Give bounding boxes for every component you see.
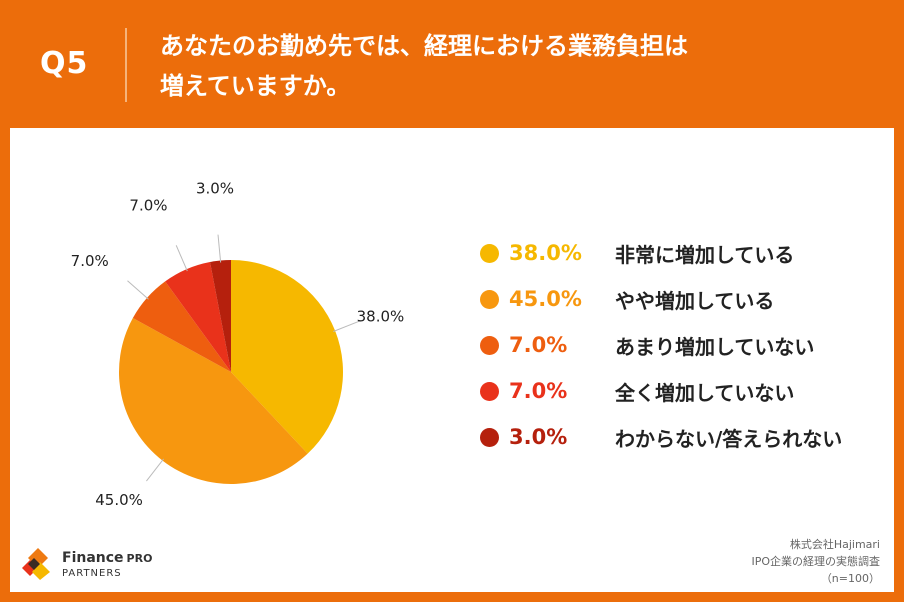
pie-data-label: 3.0% [196,179,234,197]
pie-data-label: 7.0% [129,196,167,214]
pie-leader-line [146,458,164,482]
legend-dot-icon [480,381,499,401]
pie-leader-line [333,320,360,332]
legend-item: 45.0% やや増加している [480,276,890,322]
source-survey: IPO企業の経理の実態調査 [751,555,880,568]
pie-slice [165,261,231,372]
pie-slice [118,318,308,485]
pie-slice [210,260,231,372]
pie-leader-line [175,245,188,272]
logo-mark-icon [22,548,50,580]
header-divider [125,28,127,102]
legend-percent: 45.0% [509,287,582,311]
pie-leader-line [127,280,149,300]
legend: 38.0% 非常に増加している 45.0% やや増加している 7.0% あまり増加していな… [480,230,890,460]
pie-data-label: 38.0% [357,307,405,325]
logo-name-suffix: PRO [126,552,153,565]
question-title-line2: 増えていますか。 [160,72,351,100]
source-company: 株式会社Hajimari [789,538,880,551]
legend-dot-icon [480,335,499,355]
source-note: 株式会社Hajimari IPO企業の経理の実態調査 （n=100） [580,536,880,587]
pie-leader-line [217,234,222,263]
pie-data-label: 7.0% [71,252,109,270]
legend-percent: 3.0% [509,425,568,449]
logo-name-main: Finance [62,550,124,566]
legend-percent: 7.0% [509,379,568,403]
pie-slice [132,281,231,372]
logo-name: Finance PRO [62,550,152,566]
legend-label: 非常に増加している [615,242,795,267]
legend-item: 38.0% 非常に増加している [480,230,890,276]
legend-dot-icon [480,289,499,309]
pie-slice [231,260,344,454]
legend-item: 7.0% あまり増加していない [480,322,890,368]
source-sample-size: （n=100） [820,572,880,585]
question-title: あなたのお勤め先では、経理における業務負担は 増えていますか。 [160,26,860,106]
legend-label: あまり増加していない [615,334,815,359]
legend-dot-icon [480,427,499,447]
legend-label: 全く増加していない [615,380,795,405]
legend-percent: 38.0% [509,241,582,265]
legend-item: 7.0% 全く増加していない [480,368,890,414]
legend-label: やや増加している [615,288,775,313]
chart-panel: 38.0% 45.0% 7.0% 7.0% 3.0% 38.0% 非常に増加している 45.… [10,128,894,592]
question-title-line1: あなたのお勤め先では、経理における業務負担は [160,32,688,60]
legend-label: わからない/答えられない [615,426,843,451]
pie-data-label: 45.0% [95,491,143,509]
legend-item: 3.0% わからない/答えられない [480,414,890,460]
legend-dot-icon [480,243,499,263]
question-number: Q5 [40,46,89,81]
legend-percent: 7.0% [509,333,568,357]
pie-chart: 38.0% 45.0% 7.0% 7.0% 3.0% [71,179,405,509]
logo-sub: PARTNERS [62,568,122,579]
header: Q5 あなたのお勤め先では、経理における業務負担は 増えていますか。 [0,0,904,128]
finance-pro-partners-logo: Finance PRO PARTNERS [22,546,222,586]
